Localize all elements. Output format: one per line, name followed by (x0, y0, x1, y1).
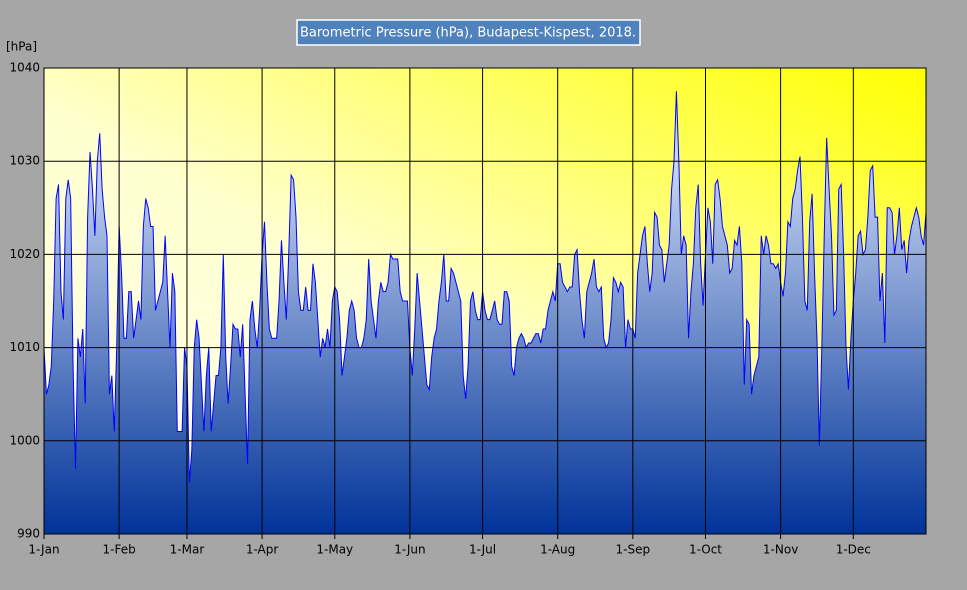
x-tick-label: 1-Jul (469, 543, 496, 557)
x-tick-label: 1-Feb (103, 543, 136, 557)
x-tick-label: 1-Nov (763, 543, 798, 557)
x-tick-label: 1-Mar (170, 543, 205, 557)
y-tick-label: 1010 (9, 340, 40, 354)
y-axis-label: [hPa] (6, 40, 37, 54)
x-tick-label: 1-May (316, 543, 353, 557)
y-tick-label: 1040 (9, 61, 40, 75)
x-tick-label: 1-Oct (689, 543, 722, 557)
x-tick-label: 1-Apr (246, 543, 279, 557)
title-box (296, 19, 641, 46)
y-tick-label: 1020 (9, 247, 40, 261)
y-tick-label: 1000 (9, 433, 40, 447)
x-tick-label: 1-Jan (28, 543, 59, 557)
y-tick-label: 990 (17, 527, 40, 541)
x-tick-label: 1-Aug (540, 543, 575, 557)
x-tick-label: 1-Jun (394, 543, 425, 557)
line (43, 91, 927, 483)
x-tick-label: 1-Sep (616, 543, 651, 557)
chart-title: Barometric Pressure (hPa), Budapest-Kisp… (300, 26, 636, 41)
y-tick-label: 1030 (9, 154, 40, 168)
x-tick-label: 1-Dec (836, 543, 871, 557)
